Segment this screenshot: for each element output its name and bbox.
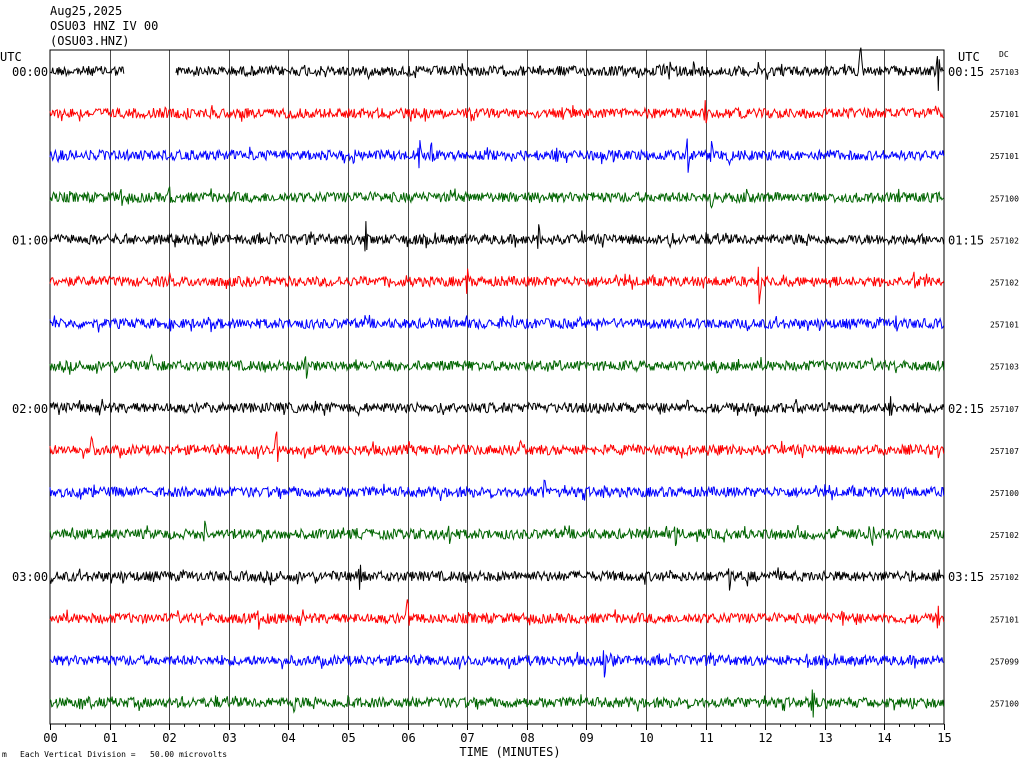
x-axis-label: TIME (MINUTES)	[459, 745, 560, 759]
dc-value: 257101	[990, 152, 1019, 161]
corner-mark: m	[2, 750, 7, 759]
right-time-label: 02:15	[948, 402, 984, 416]
trace-line	[49, 186, 944, 209]
dc-value: 257100	[990, 700, 1019, 709]
trace-line	[49, 100, 945, 124]
right-time-label: 01:15	[948, 233, 984, 247]
dc-value: 257100	[990, 489, 1019, 498]
trace-line	[49, 599, 945, 630]
dc-label: DC	[999, 50, 1009, 59]
dc-value: 257102	[990, 573, 1019, 582]
x-tick-label: 10	[639, 731, 653, 745]
x-tick-label: 03	[222, 731, 236, 745]
x-tick-label: 06	[401, 731, 415, 745]
dc-value: 257099	[990, 657, 1019, 666]
x-tick-label: 15	[937, 731, 951, 745]
date-label: Aug25,2025	[50, 4, 123, 18]
x-tick-label: 02	[162, 731, 176, 745]
x-tick-label: 05	[341, 731, 355, 745]
trace-line	[49, 221, 945, 252]
x-tick-label: 01	[103, 731, 117, 745]
dc-value: 257101	[990, 110, 1019, 119]
trace-line	[49, 353, 945, 379]
right-utc-label: UTC	[958, 50, 980, 64]
trace-line	[49, 431, 945, 463]
x-tick-label: 14	[877, 731, 891, 745]
x-tick-label: 11	[699, 731, 713, 745]
left-utc-label: UTC	[0, 50, 22, 64]
scale-note: Each Vertical Division = 50.00 microvolt…	[20, 750, 228, 759]
plot-grid	[49, 49, 945, 730]
x-tick-label: 08	[520, 731, 534, 745]
trace-line	[49, 314, 945, 333]
trace-line	[49, 689, 945, 718]
dc-value: 257107	[990, 447, 1019, 456]
dc-value: 257103	[990, 363, 1019, 372]
left-time-label: 00:00	[12, 65, 48, 79]
station-label: OSU03 HNZ IV 00	[50, 19, 159, 33]
x-tick-label: 07	[460, 731, 474, 745]
x-tick-label: 13	[818, 731, 832, 745]
dc-value: 257107	[990, 405, 1019, 414]
left-time-label: 02:00	[12, 402, 48, 416]
trace-line	[49, 650, 944, 678]
trace-line	[49, 479, 945, 501]
trace-line	[49, 520, 945, 547]
x-tick-label: 00	[43, 731, 57, 745]
left-time-label: 01:00	[12, 233, 48, 247]
x-tick-label: 12	[758, 731, 772, 745]
x-tick-label: 09	[579, 731, 593, 745]
dc-value: 257102	[990, 279, 1019, 288]
dc-value: 257100	[990, 194, 1019, 203]
x-tick-label: 04	[281, 731, 295, 745]
dc-value: 257102	[990, 236, 1019, 245]
trace-line	[175, 47, 945, 91]
dc-value: 257101	[990, 615, 1019, 624]
right-time-label: 00:15	[948, 65, 984, 79]
station-code-label: (OSU03.HNZ)	[50, 34, 130, 48]
trace-line	[49, 564, 945, 591]
trace-line	[49, 266, 945, 305]
dc-value: 257103	[990, 68, 1019, 77]
trace-line	[49, 396, 945, 417]
dc-value: 257101	[990, 321, 1019, 330]
label-group: 00 01 02 03 04 05 06 07 08 09 10 11 12 13 14 15 TIME (MI…	[0, 50, 1019, 759]
trace-line	[49, 65, 125, 78]
trace-group	[49, 47, 945, 718]
dc-value: 257102	[990, 531, 1019, 540]
left-time-label: 03:00	[12, 570, 48, 584]
trace-line	[49, 138, 945, 173]
right-time-label: 03:15	[948, 570, 984, 584]
